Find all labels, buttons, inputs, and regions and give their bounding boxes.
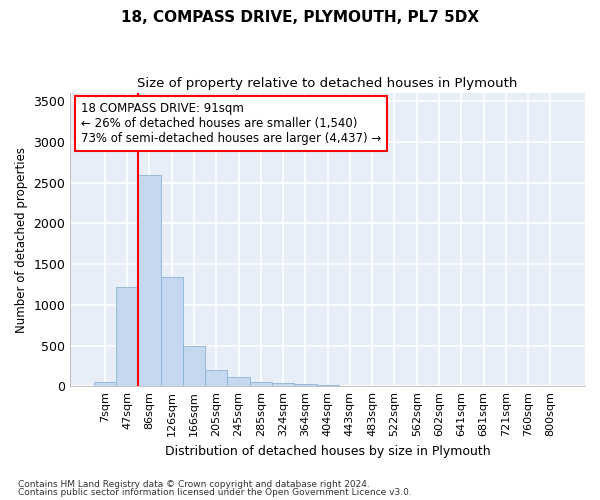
Bar xyxy=(183,346,205,387)
Y-axis label: Number of detached properties: Number of detached properties xyxy=(15,146,28,332)
Text: Contains HM Land Registry data © Crown copyright and database right 2024.: Contains HM Land Registry data © Crown c… xyxy=(18,480,370,489)
Bar xyxy=(116,287,138,386)
Bar xyxy=(227,378,250,386)
Bar xyxy=(272,384,294,386)
Title: Size of property relative to detached houses in Plymouth: Size of property relative to detached ho… xyxy=(137,78,518,90)
Bar xyxy=(94,382,116,386)
Bar xyxy=(205,370,227,386)
Bar xyxy=(138,176,161,386)
Text: 18, COMPASS DRIVE, PLYMOUTH, PL7 5DX: 18, COMPASS DRIVE, PLYMOUTH, PL7 5DX xyxy=(121,10,479,25)
Bar xyxy=(250,382,272,386)
X-axis label: Distribution of detached houses by size in Plymouth: Distribution of detached houses by size … xyxy=(165,444,490,458)
Text: 18 COMPASS DRIVE: 91sqm
← 26% of detached houses are smaller (1,540)
73% of semi: 18 COMPASS DRIVE: 91sqm ← 26% of detache… xyxy=(80,102,381,145)
Bar xyxy=(294,384,317,386)
Bar xyxy=(161,277,183,386)
Text: Contains public sector information licensed under the Open Government Licence v3: Contains public sector information licen… xyxy=(18,488,412,497)
